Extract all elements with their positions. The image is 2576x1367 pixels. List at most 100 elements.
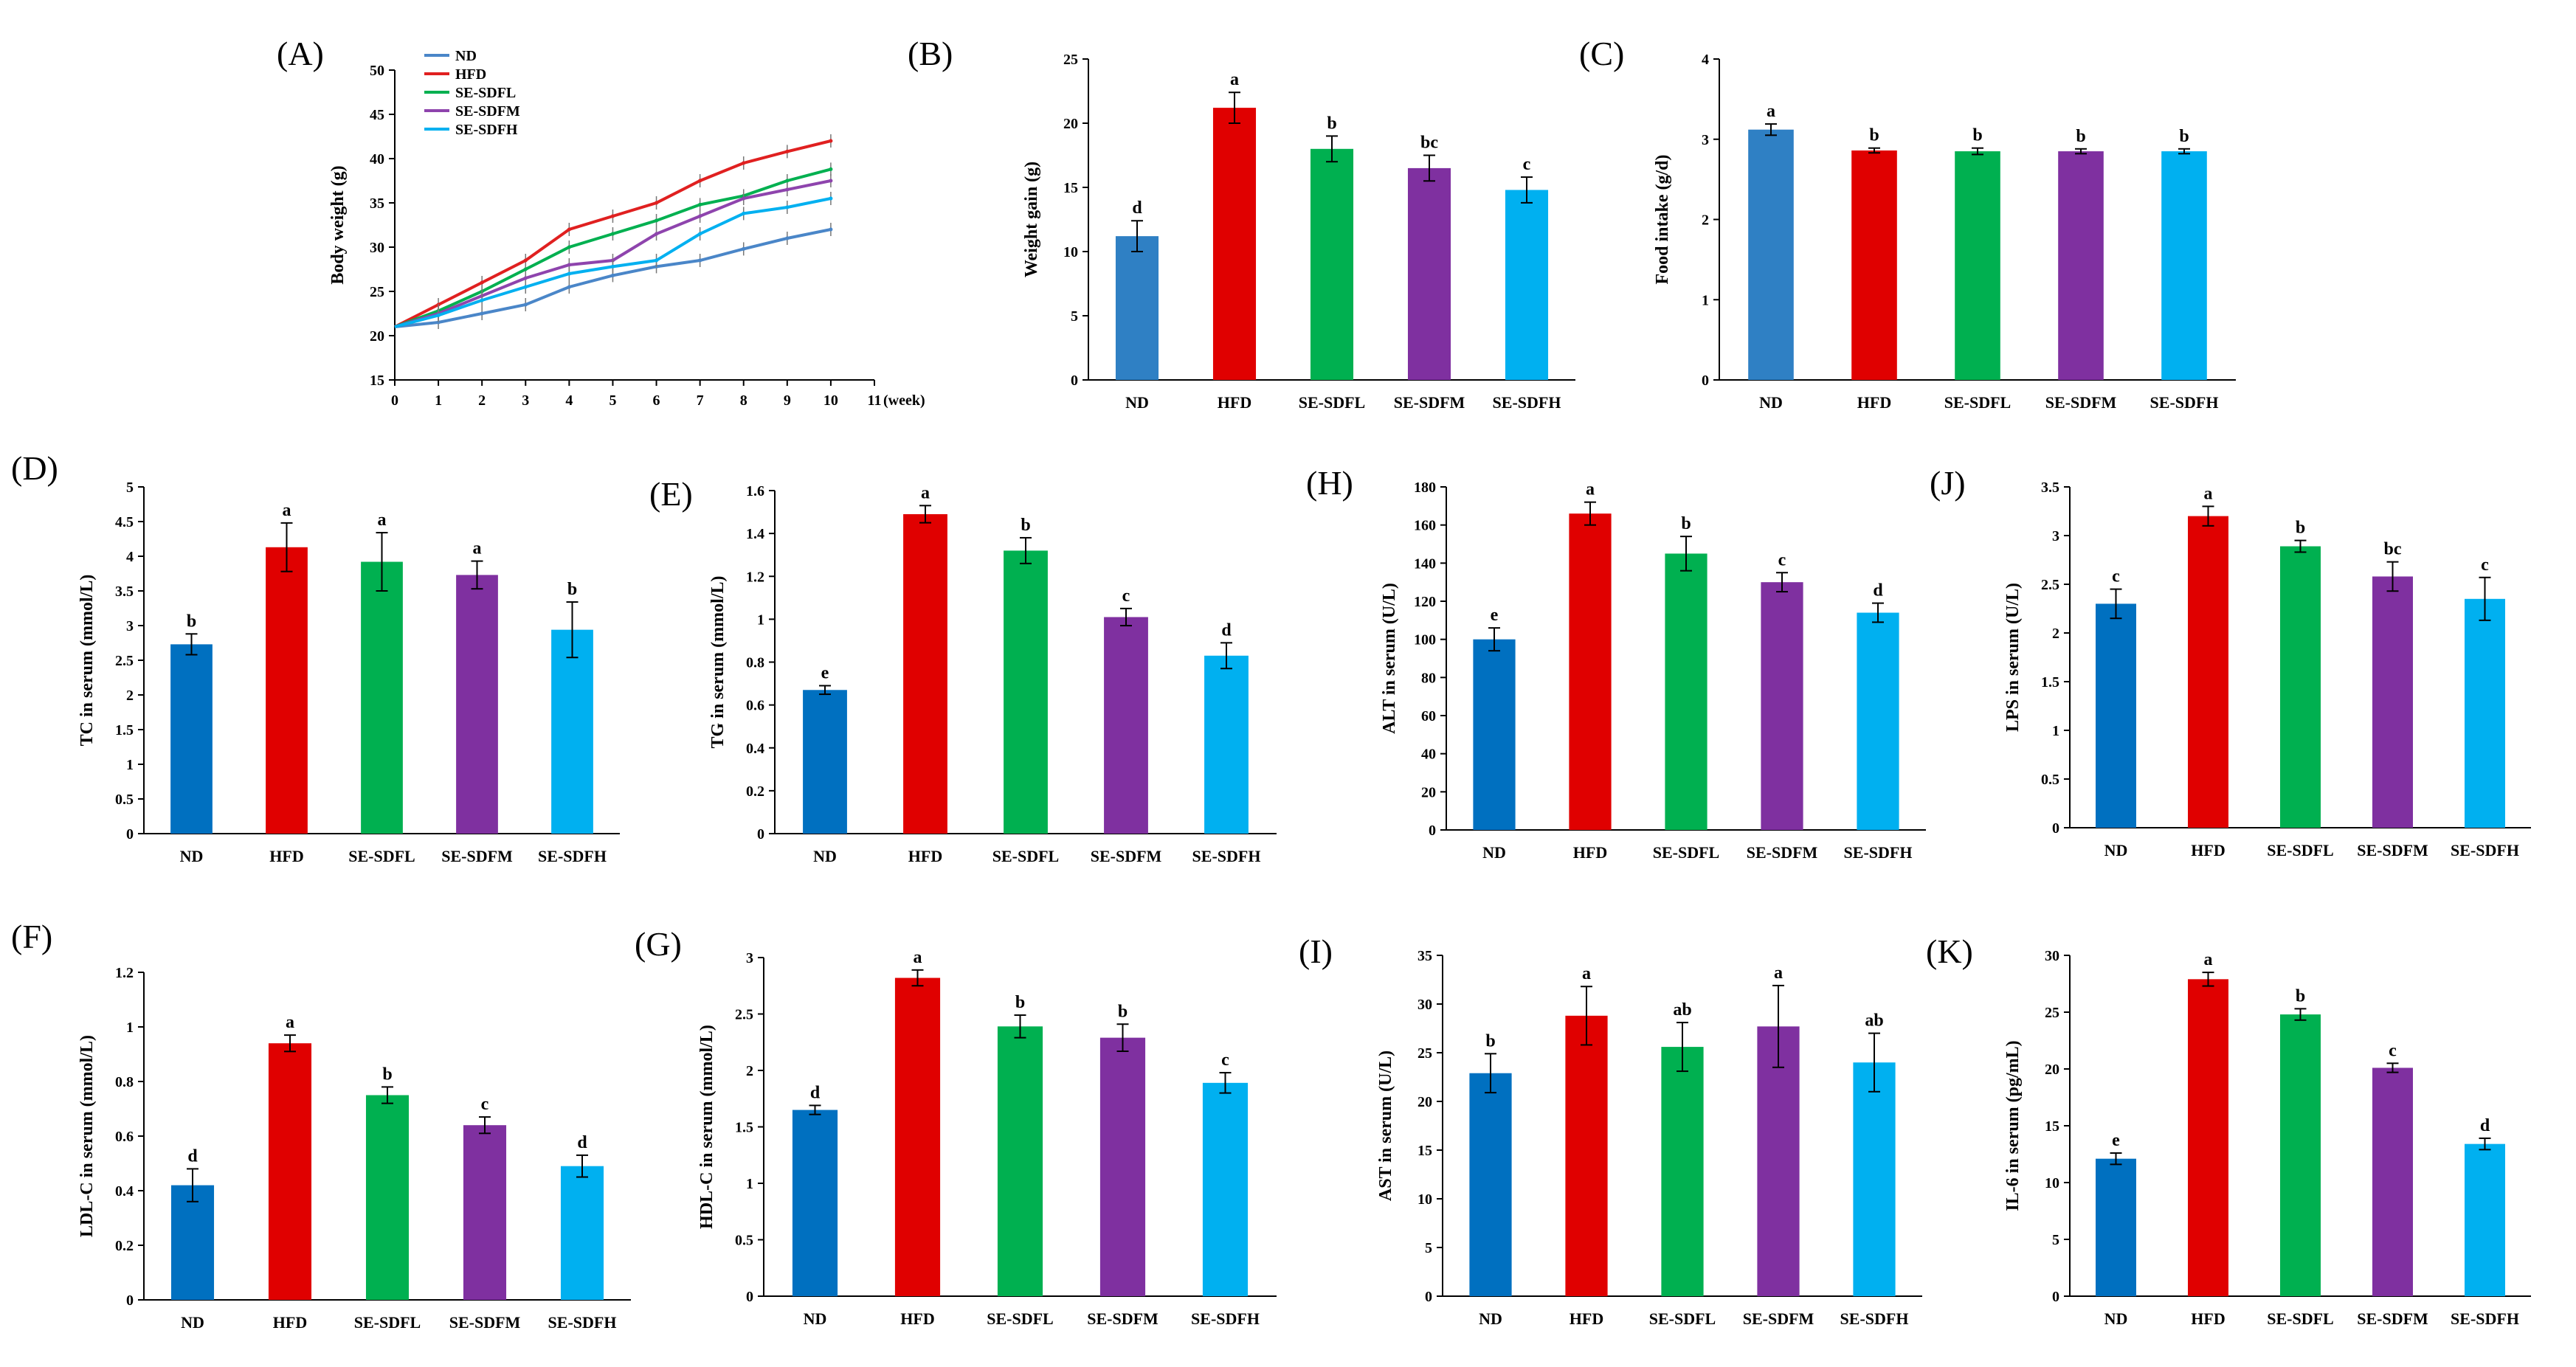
panel-B-sig-label-SE-SDFH: c bbox=[1523, 155, 1531, 174]
panel-D-panel-label: (D) bbox=[11, 449, 58, 487]
panel-J-category-label-SE-SDFL: SE-SDFL bbox=[2267, 841, 2333, 859]
panel-A-point-SE-SDFL-5 bbox=[610, 232, 615, 236]
panel-H-bar-ND bbox=[1473, 639, 1516, 830]
panel-A-point-SE-SDFH-2 bbox=[480, 298, 484, 302]
panel-D-sig-label-SE-SDFM: a bbox=[473, 539, 482, 558]
panel-F-ytick-label-5: 1 bbox=[126, 1020, 134, 1036]
panel-A-point-SE-SDFH-7 bbox=[698, 232, 702, 236]
panel-D-sig-label-SE-SDFL: a bbox=[378, 511, 387, 530]
panel-D-ytick-label-10: 5 bbox=[126, 480, 134, 496]
panel-D: 0 0.5 1 1.5 2 2.5 3 3.5 4 4.5 5 TC in serum (mmol/L… bbox=[11, 449, 620, 865]
panel-A-ytick-label-4: 35 bbox=[370, 195, 384, 212]
panel-E-ytick-label-3: 0.6 bbox=[746, 698, 764, 714]
panel-A-point-SE-SDFH-1 bbox=[436, 313, 441, 317]
panel-K-sig-label-ND: e bbox=[2112, 1131, 2120, 1150]
panel-G-ytick-label-1: 0.5 bbox=[735, 1233, 753, 1249]
panel-C: 0 1 2 3 4 Food intake (g/d) (C) a ND b HFD b SE-SDFL… bbox=[1579, 35, 2236, 412]
panel-E-ytick-label-2: 0.4 bbox=[746, 741, 764, 757]
panel-D-y-axis-label: TC in serum (mmol/L) bbox=[77, 575, 97, 747]
panel-E-sig-label-HFD: a bbox=[921, 483, 930, 502]
panel-I-bar-SE-SDFM bbox=[1757, 1026, 1800, 1296]
panel-A-point-SE-SDFH-9 bbox=[785, 205, 790, 210]
panel-J-category-label-ND: ND bbox=[2104, 841, 2128, 859]
panel-D-sig-label-SE-SDFH: b bbox=[567, 580, 577, 599]
panel-I-sig-label-SE-SDFM: a bbox=[1774, 963, 1783, 983]
panel-H-category-label-SE-SDFH: SE-SDFH bbox=[1844, 843, 1913, 862]
panel-F-bar-HFD bbox=[268, 1043, 312, 1300]
panel-G-ytick-label-6: 3 bbox=[746, 950, 753, 966]
panel-H-ytick-label-7: 140 bbox=[1414, 556, 1436, 572]
panel-J-sig-label-SE-SDFL: b bbox=[2296, 519, 2305, 538]
panel-A-xtick-label-5: 5 bbox=[609, 392, 616, 409]
panel-A-point-SE-SDFH-4 bbox=[567, 271, 571, 276]
panel-I-sig-label-ND: b bbox=[1485, 1031, 1495, 1051]
panel-K-bar-ND bbox=[2096, 1158, 2136, 1296]
panel-A-point-HFD-4 bbox=[567, 227, 571, 232]
panel-I-ytick-label-0: 0 bbox=[1425, 1289, 1432, 1305]
panel-F-y-axis-label: LDL-C in serum (mmol/L) bbox=[77, 1035, 97, 1237]
panel-G-ytick-label-2: 1 bbox=[746, 1176, 753, 1192]
panel-K-bar-SE-SDFM bbox=[2372, 1067, 2413, 1296]
panel-I-category-label-SE-SDFL: SE-SDFL bbox=[1649, 1309, 1716, 1328]
panel-G-category-label-HFD: HFD bbox=[900, 1309, 934, 1328]
panel-E-ytick-label-0: 0 bbox=[757, 826, 764, 842]
panel-C-category-label-SE-SDFH: SE-SDFH bbox=[2150, 393, 2219, 412]
panel-C-panel-label: (C) bbox=[1579, 35, 1624, 72]
panel-A-point-SE-SDFL-7 bbox=[698, 202, 702, 207]
panel-A-point-HFD-7 bbox=[698, 179, 702, 183]
panel-J: 0 0.5 1 1.5 2 2.5 3 3.5 LPS in serum (U/L) (J) c ND… bbox=[1930, 464, 2531, 859]
panel-K-ytick-label-5: 25 bbox=[2045, 1005, 2059, 1021]
panel-A-point-SE-SDFM-3 bbox=[523, 276, 528, 280]
panel-I-sig-label-SE-SDFH: ab bbox=[1865, 1011, 1883, 1031]
panel-J-category-label-SE-SDFH: SE-SDFH bbox=[2451, 841, 2519, 859]
panel-K-sig-label-SE-SDFL: b bbox=[2296, 986, 2305, 1006]
panel-B-bar-HFD bbox=[1212, 108, 1257, 380]
panel-I-bar-HFD bbox=[1565, 1015, 1608, 1296]
panel-A-panel-label: (A) bbox=[277, 35, 324, 72]
panel-F-sig-label-ND: d bbox=[187, 1146, 198, 1166]
panel-E-bar-HFD bbox=[903, 513, 947, 834]
panel-E-ytick-label-1: 0.2 bbox=[746, 783, 764, 800]
panel-I-ytick-label-1: 5 bbox=[1425, 1240, 1432, 1256]
panel-E-ytick-label-7: 1.4 bbox=[746, 526, 764, 542]
panel-E-category-label-SE-SDFH: SE-SDFH bbox=[1192, 847, 1261, 865]
panel-J-ytick-label-0: 0 bbox=[2052, 820, 2059, 837]
panel-A-point-SE-SDFM-4 bbox=[567, 263, 571, 267]
panel-B-category-label-HFD: HFD bbox=[1218, 393, 1251, 412]
panel-I-bar-ND bbox=[1469, 1073, 1512, 1296]
panel-J-ytick-label-6: 3 bbox=[2052, 528, 2059, 544]
panel-C-y-axis-label: Food intake (g/d) bbox=[1653, 154, 1672, 284]
panel-I-bar-SE-SDFL bbox=[1661, 1047, 1704, 1296]
panel-E-ytick-label-5: 1 bbox=[757, 612, 764, 628]
panel-E-bar-ND bbox=[803, 690, 847, 834]
panel-B-ytick-label-3: 15 bbox=[1063, 180, 1078, 196]
panel-C-sig-label-SE-SDFL: b bbox=[1972, 126, 1982, 145]
panel-K-bar-SE-SDFH bbox=[2465, 1143, 2505, 1296]
panel-A-xtick-label-7: 7 bbox=[697, 392, 704, 409]
panel-D-category-label-SE-SDFH: SE-SDFH bbox=[538, 847, 607, 865]
panel-F-bar-SE-SDFM bbox=[463, 1125, 507, 1300]
panel-A-point-ND-1 bbox=[436, 320, 441, 325]
panel-A-ytick-label-6: 45 bbox=[370, 107, 384, 123]
panel-K-category-label-HFD: HFD bbox=[2191, 1309, 2225, 1328]
panel-H-category-label-ND: ND bbox=[1482, 843, 1506, 862]
panel-H-ytick-label-5: 100 bbox=[1414, 632, 1436, 648]
panel-A-point-ND-8 bbox=[742, 246, 746, 251]
panel-E-sig-label-SE-SDFH: d bbox=[1221, 620, 1232, 640]
panel-F: 0 0.2 0.4 0.6 0.8 1 1.2 LDL-C in serum (mmol/L)… bbox=[11, 918, 631, 1332]
panel-A-point-SE-SDFH-8 bbox=[742, 211, 746, 215]
panel-G-sig-label-SE-SDFL: b bbox=[1015, 993, 1025, 1012]
panel-C-bar-ND bbox=[1748, 129, 1794, 380]
panel-H-ytick-label-9: 180 bbox=[1414, 480, 1436, 496]
panel-J-panel-label: (J) bbox=[1930, 464, 1966, 502]
panel-E-ytick-label-4: 0.8 bbox=[746, 655, 764, 671]
panel-J-ytick-label-1: 0.5 bbox=[2041, 772, 2059, 788]
panel-B-sig-label-SE-SDFM: bc bbox=[1420, 134, 1438, 153]
panel-C-sig-label-SE-SDFH: b bbox=[2179, 127, 2189, 146]
panel-K-category-label-SE-SDFH: SE-SDFH bbox=[2451, 1309, 2519, 1328]
panel-H-sig-label-SE-SDFL: b bbox=[1681, 514, 1691, 533]
panel-E-sig-label-SE-SDFM: c bbox=[1122, 586, 1130, 606]
panel-E-category-label-HFD: HFD bbox=[908, 847, 942, 865]
panel-G-ytick-label-5: 2.5 bbox=[735, 1007, 753, 1023]
panel-A-point-SE-SDFL-10 bbox=[829, 167, 833, 171]
